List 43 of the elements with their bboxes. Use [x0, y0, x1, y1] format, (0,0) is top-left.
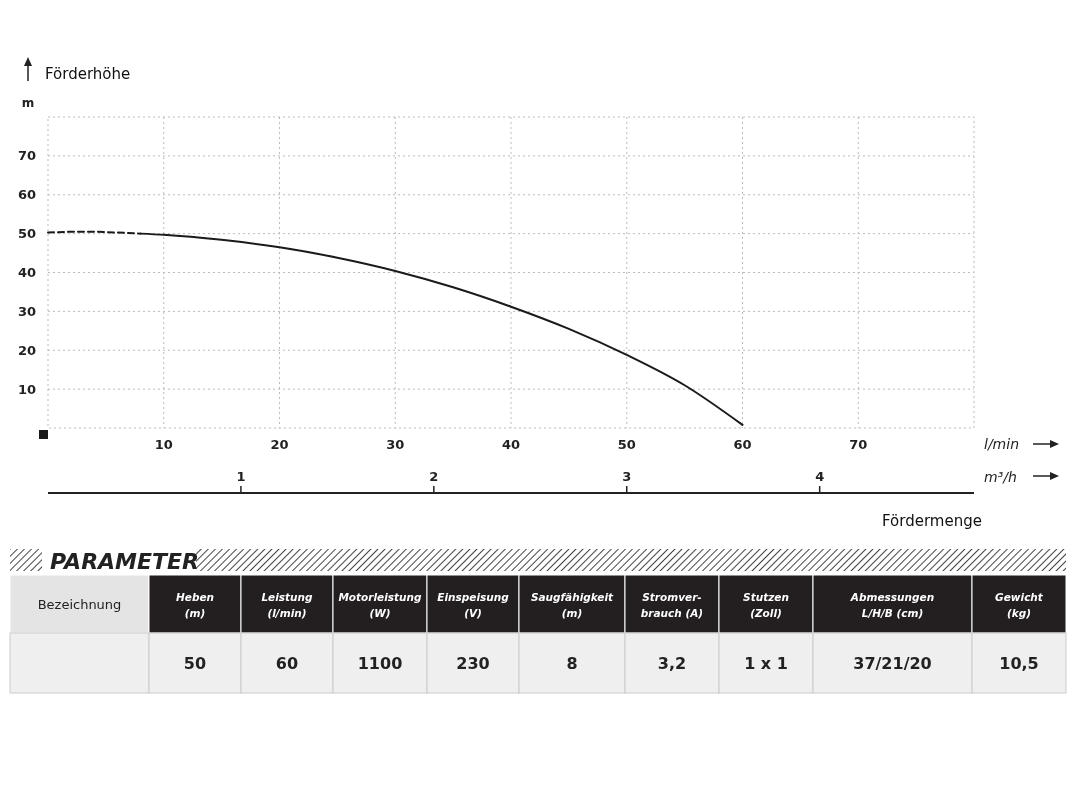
x-tick-label: 10 — [154, 437, 173, 452]
text: PARAMETER — [50, 549, 199, 574]
text: 1100 — [357, 654, 403, 673]
y-tick-label: 20 — [17, 342, 36, 358]
y-tick-label: 10 — [17, 381, 36, 397]
text: 8 — [566, 654, 578, 673]
text: 230 — [456, 654, 490, 673]
text: l/min — [984, 436, 1020, 452]
text: Einspeisung (V) — [437, 591, 510, 619]
y-tick-label: 60 — [17, 187, 36, 203]
text: Saugfähigkeit (m) — [530, 591, 615, 619]
text: Leistung (l/min) — [261, 591, 314, 619]
text: Gewicht (kg) — [995, 591, 1044, 619]
text: Heben (m) — [175, 591, 215, 619]
y-tick-label: 40 — [17, 265, 36, 281]
x2-tick-label: 1 — [236, 469, 246, 484]
text: Stutzen (Zoll) — [743, 591, 789, 619]
y-tick-label: 70 — [17, 148, 36, 164]
text: m — [21, 96, 35, 110]
x-tick-label: 30 — [386, 437, 405, 452]
x-tick-label: 50 — [617, 437, 636, 452]
x2-axis-title: m³/h — [984, 469, 1017, 485]
text: 1 x 1 — [744, 654, 788, 673]
text: 37/21/20 — [853, 654, 932, 673]
y-tick-label: 50 — [17, 226, 36, 242]
x-axis-title: Fördermenge — [882, 512, 982, 530]
text: 3,2 — [657, 654, 687, 673]
x-tick-label: 70 — [849, 437, 868, 452]
text: Abmessungen L/H/B (cm) — [849, 591, 935, 619]
text: Stromver- brauch (A) — [640, 591, 704, 619]
x2-tick-label: 3 — [622, 469, 632, 484]
text: Bezeichnung — [37, 597, 122, 612]
x-tick-label: 20 — [270, 437, 289, 452]
text: 50 — [183, 654, 207, 673]
x-tick-label: 40 — [501, 437, 521, 452]
x-tick-label: 60 — [733, 437, 752, 452]
y-tick-label: 30 — [17, 303, 36, 319]
y-axis-title: Förderhöhe — [45, 65, 131, 83]
x2-tick-label: 2 — [429, 469, 439, 484]
text: Motorleistung (W) — [338, 591, 423, 619]
text: 60 — [275, 654, 299, 673]
x2-tick-label: 4 — [815, 469, 825, 484]
text: 10,5 — [999, 654, 1039, 673]
